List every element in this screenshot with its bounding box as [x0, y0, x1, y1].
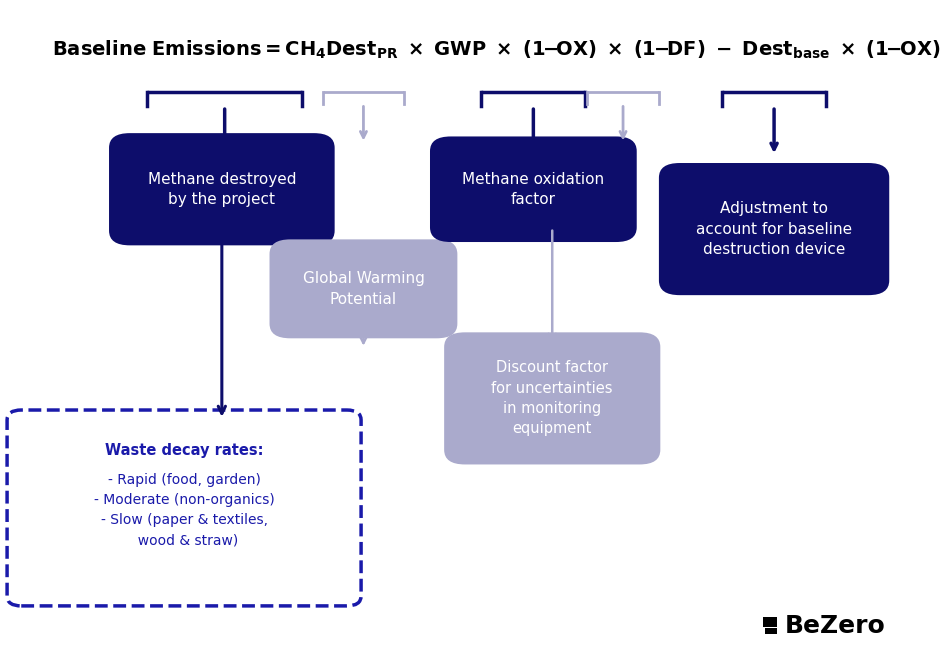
- Text: - Rapid (food, garden)
- Moderate (non-organics)
- Slow (paper & textiles,
  woo: - Rapid (food, garden) - Moderate (non-o…: [93, 473, 275, 547]
- Text: Discount factor
for uncertainties
in monitoring
equipment: Discount factor for uncertainties in mon…: [492, 361, 613, 436]
- Text: $\bf{Baseline\ Emissions = CH_4Dest_{PR}\ \times\ GWP\ \times\ (1\!\!-\!\!OX)\ \: $\bf{Baseline\ Emissions = CH_4Dest_{PR}…: [52, 39, 940, 61]
- FancyBboxPatch shape: [109, 133, 334, 245]
- FancyBboxPatch shape: [763, 617, 777, 627]
- Text: Global Warming
Potential: Global Warming Potential: [302, 271, 425, 307]
- FancyBboxPatch shape: [8, 410, 361, 606]
- Text: Methane destroyed
by the project: Methane destroyed by the project: [147, 171, 296, 207]
- Text: Adjustment to
account for baseline
destruction device: Adjustment to account for baseline destr…: [696, 201, 852, 257]
- FancyBboxPatch shape: [659, 163, 889, 295]
- Text: Waste decay rates:: Waste decay rates:: [105, 444, 263, 458]
- FancyBboxPatch shape: [766, 627, 777, 634]
- FancyBboxPatch shape: [430, 136, 636, 242]
- Text: Methane oxidation
factor: Methane oxidation factor: [463, 171, 604, 207]
- Text: BeZero: BeZero: [784, 614, 885, 637]
- FancyBboxPatch shape: [270, 240, 457, 339]
- FancyBboxPatch shape: [444, 332, 660, 465]
